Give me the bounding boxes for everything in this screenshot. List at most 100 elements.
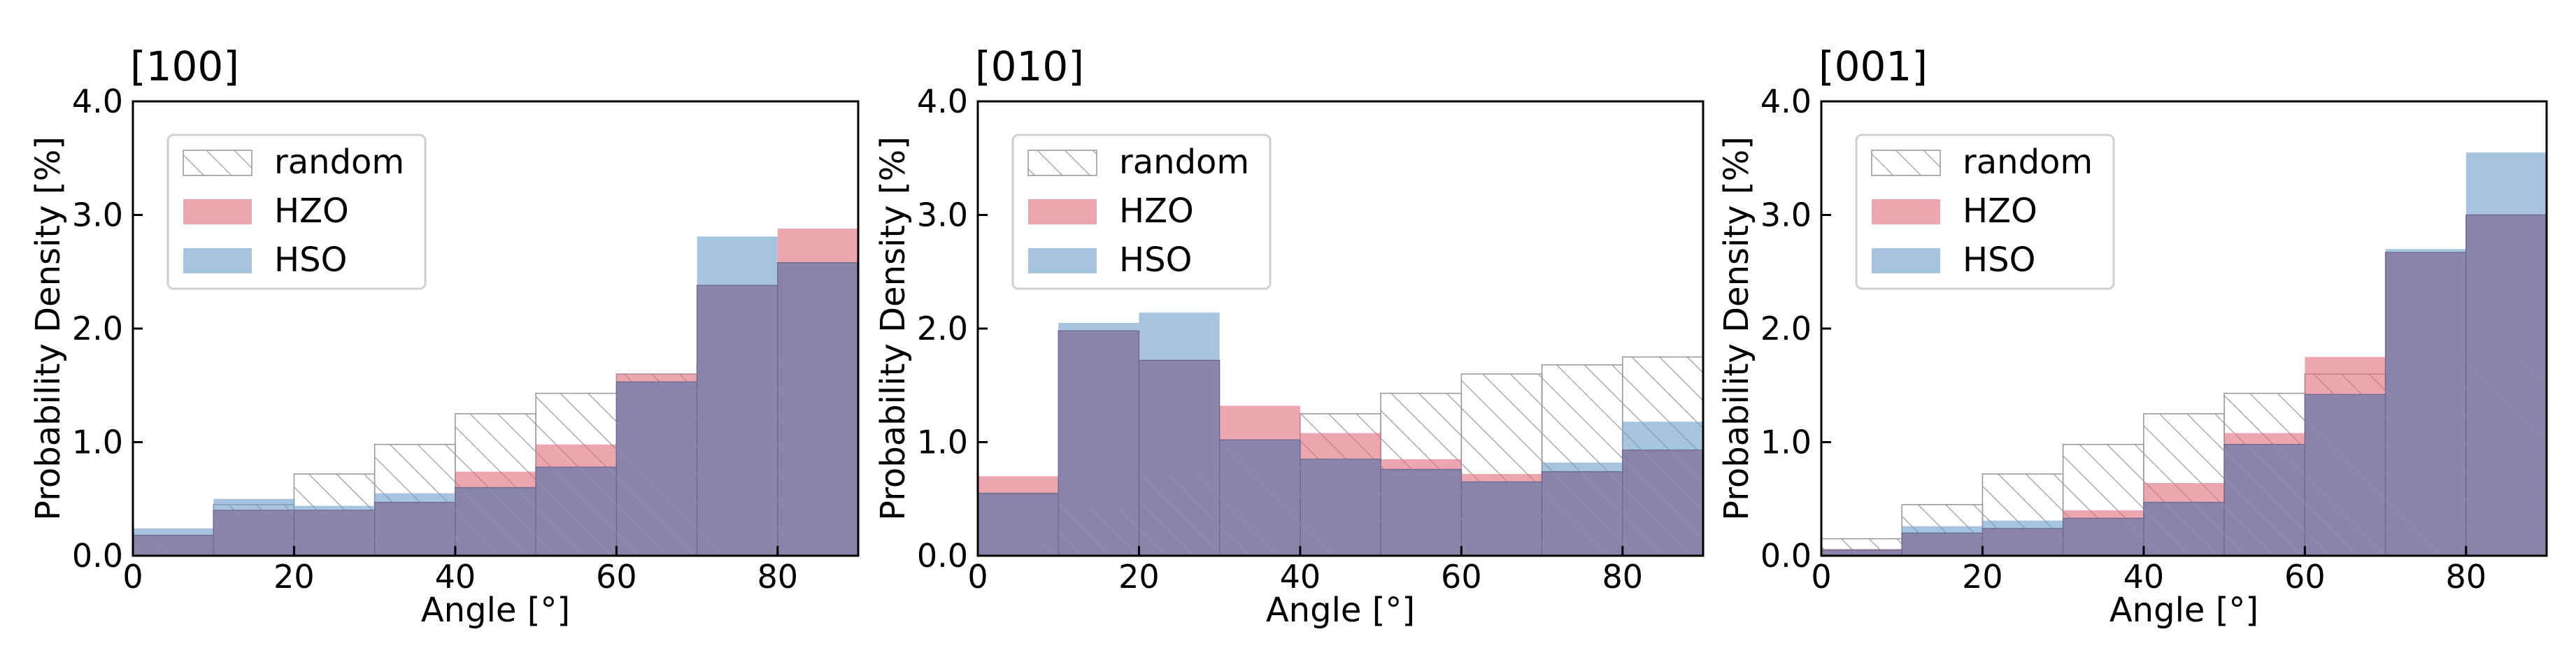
bar-random-overlay-4 [455,487,536,556]
legend-label-hso: HSO [1963,240,2035,280]
bar-random-overlay-6 [616,382,697,556]
x-tick-label: 20 [273,558,315,596]
x-tick-label: 80 [1602,558,1644,596]
y-ticks: 0.0 1.0 2.0 3.0 4.0 [1760,82,1831,575]
legend-label-hzo: HZO [274,192,349,231]
y-tick-label: 0.0 [1760,537,1812,575]
bar-random-overlay-3 [2063,518,2144,556]
x-axis-title: Angle [°] [421,591,570,630]
legend-swatch-random [183,150,252,176]
x-tick-label: 0 [967,558,988,596]
y-axis-title: Probability Density [%] [874,136,913,521]
legend-swatch-hso [183,248,252,273]
x-tick-label: 60 [596,558,637,596]
chart-panel-0: 0 20 40 60 80 0.0 1.0 2.0 3.0 4.0 Angle [°] Probabi… [29,43,860,630]
y-axis-title: Probability Density [%] [29,136,68,521]
legend-swatch-random [1027,150,1097,176]
legend-swatch-random [1871,150,1941,176]
y-tick-label: 2.0 [917,310,968,347]
x-tick-label: 20 [1118,558,1160,596]
legend-swatch-hzo [1028,199,1097,224]
x-tick-label: 20 [1962,558,2003,596]
bar-random-overlay-8 [1622,449,1703,556]
panel-title: [010] [975,43,1084,90]
bar-random-overlay-7 [1542,471,1623,556]
x-tick-label: 80 [757,558,799,596]
y-ticks: 0.0 1.0 2.0 3.0 4.0 [72,82,143,575]
bar-random-overlay-0 [978,538,1059,556]
bar-random-overlay-1 [1058,504,1139,556]
bar-random-overlay-1 [213,510,294,556]
y-tick-label: 3.0 [1760,196,1812,234]
x-ticks: 0 20 40 60 80 [1811,546,2486,596]
bar-random-overlay-2 [294,510,375,556]
bar-random-overlay-4 [1300,459,1381,556]
bar-random-overlay-3 [374,502,455,556]
y-tick-label: 2.0 [72,310,123,347]
legend: random HZO HSO [166,134,427,290]
bar-random-overlay-1 [1902,533,1983,556]
y-tick-label: 1.0 [1760,424,1812,461]
x-ticks: 0 20 40 60 80 [122,546,798,596]
y-axis-title: Probability Density [%] [1717,136,1756,521]
bar-random-overlay-6 [1461,482,1542,556]
x-axis-title: Angle [°] [2109,591,2258,630]
y-tick-label: 1.0 [917,424,968,461]
bar-random-overlay-3 [1219,444,1300,556]
x-tick-label: 60 [2284,558,2326,596]
bar-random-overlay-7 [697,365,778,556]
bar-random-overlay-7 [2385,365,2466,556]
legend-label-hzo: HZO [1119,192,1194,231]
bar-random-overlay-5 [536,467,617,556]
bar-random-overlay-5 [1381,469,1462,556]
bar-random-overlay-6 [2305,394,2386,556]
y-ticks: 0.0 1.0 2.0 3.0 4.0 [917,82,988,575]
y-tick-label: 0.0 [72,537,123,575]
y-tick-label: 3.0 [917,196,968,234]
y-tick-label: 2.0 [1760,310,1812,347]
plot-area [978,312,1703,556]
bar-random-overlay-2 [1982,528,2063,556]
panel-title: [100] [130,43,239,90]
bar-random-overlay-8 [2465,357,2547,556]
bar-random-overlay-5 [2224,444,2305,556]
legend-label-random: random [1119,143,1249,182]
legend-label-random: random [1963,143,2093,182]
legend-swatch-hso [1872,248,1940,273]
plot-area [133,229,858,556]
legend-label-random: random [274,143,404,182]
x-tick-label: 80 [2446,558,2487,596]
y-tick-label: 4.0 [1760,82,1812,120]
chart-panel-2: 0 20 40 60 80 0.0 1.0 2.0 3.0 4.0 Angle [°] Probabi… [1717,43,2548,630]
y-tick-label: 1.0 [72,424,123,461]
y-tick-label: 4.0 [917,82,968,120]
bar-random-overlay-0 [133,538,214,556]
bar-random-overlay-2 [1139,474,1220,556]
x-tick-label: 40 [2123,558,2165,596]
x-tick-label: 40 [1280,558,1321,596]
legend-swatch-hzo [183,199,252,224]
legend-label-hso: HSO [274,240,347,280]
legend: random HZO HSO [1855,134,2115,290]
x-ticks: 0 20 40 60 80 [967,546,1643,596]
x-axis-title: Angle [°] [1266,591,1415,630]
bar-random-overlay-0 [1821,549,1902,556]
y-tick-label: 0.0 [917,537,968,575]
chart-panel-1: 0 20 40 60 80 0.0 1.0 2.0 3.0 4.0 Angle [°] Probabi… [874,43,1705,630]
legend-label-hzo: HZO [1963,192,2037,231]
y-tick-label: 4.0 [72,82,123,120]
plot-area [1821,152,2547,556]
x-tick-label: 60 [1441,558,1482,596]
bar-random-overlay-8 [777,357,858,556]
panel-title: [001] [1819,43,1928,90]
x-tick-label: 0 [122,558,143,596]
legend-swatch-hzo [1872,199,1940,224]
legend-label-hso: HSO [1119,240,1192,280]
legend: random HZO HSO [1011,134,1272,290]
y-tick-label: 3.0 [72,196,123,234]
x-tick-label: 0 [1811,558,1831,596]
bar-random-overlay-4 [2143,502,2225,556]
x-tick-label: 40 [435,558,476,596]
legend-swatch-hso [1028,248,1097,273]
